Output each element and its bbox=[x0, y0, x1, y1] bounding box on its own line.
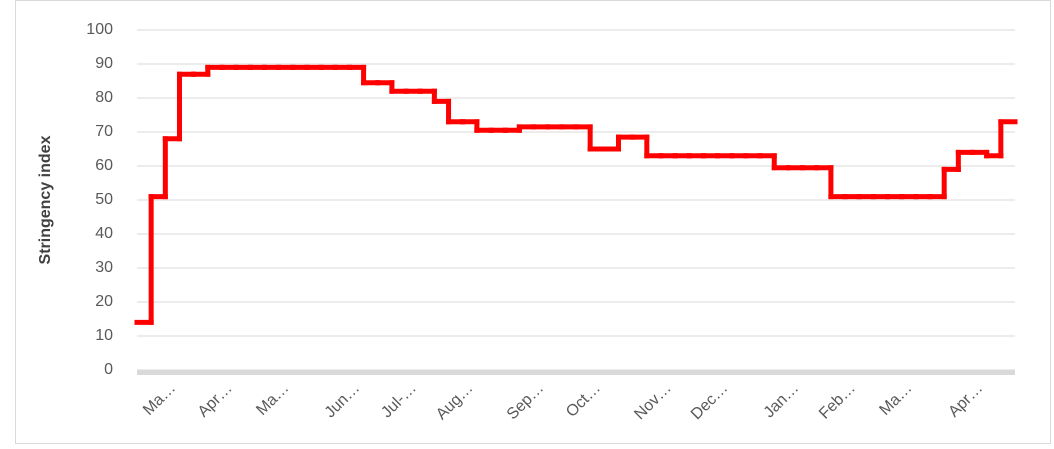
y-tick-label: 80 bbox=[95, 89, 113, 106]
y-tick-label: 0 bbox=[104, 361, 113, 378]
y-tick-label: 50 bbox=[95, 191, 113, 208]
y-tick-label: 100 bbox=[86, 21, 113, 38]
y-tick-label: 60 bbox=[95, 157, 113, 174]
y-tick-label: 10 bbox=[95, 327, 113, 344]
x-axis-minor-ticks bbox=[137, 370, 1015, 375]
y-tick-label: 40 bbox=[95, 225, 113, 242]
chart-frame bbox=[15, 0, 1051, 444]
y-tick-label: 30 bbox=[95, 259, 113, 276]
y-axis-label: Stringency index bbox=[37, 135, 54, 264]
y-tick-label: 70 bbox=[95, 123, 113, 140]
y-tick-label: 20 bbox=[95, 293, 113, 310]
y-tick-label: 90 bbox=[95, 55, 113, 72]
